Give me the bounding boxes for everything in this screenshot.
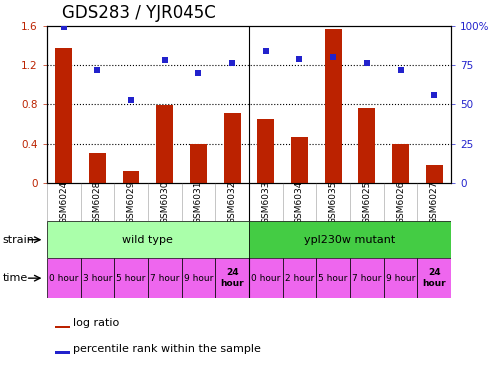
Bar: [114, 258, 148, 298]
Point: [94, 67, 102, 72]
Point: [396, 67, 404, 72]
Text: GSM6032: GSM6032: [228, 180, 237, 224]
Bar: [55, 326, 70, 328]
Bar: [181, 258, 215, 298]
Text: strain: strain: [2, 235, 35, 245]
Text: 9 hour: 9 hour: [386, 274, 415, 283]
Point: [60, 24, 68, 30]
Point: [296, 56, 304, 61]
Bar: [317, 258, 350, 298]
Bar: [426, 165, 443, 183]
Bar: [80, 258, 114, 298]
Text: wild type: wild type: [122, 235, 174, 245]
Text: GSM6028: GSM6028: [93, 180, 102, 224]
Bar: [215, 258, 249, 298]
Text: 2 hour: 2 hour: [285, 274, 314, 283]
Text: GSM6027: GSM6027: [430, 180, 439, 224]
Text: GDS283 / YJR045C: GDS283 / YJR045C: [62, 4, 215, 22]
Text: 24
hour: 24 hour: [423, 268, 446, 288]
Text: 5 hour: 5 hour: [116, 274, 146, 283]
Bar: [358, 108, 375, 183]
Text: 7 hour: 7 hour: [150, 274, 179, 283]
Bar: [190, 143, 207, 183]
Bar: [249, 221, 451, 258]
Text: GSM6031: GSM6031: [194, 180, 203, 224]
Bar: [47, 221, 249, 258]
Text: percentile rank within the sample: percentile rank within the sample: [73, 344, 261, 354]
Bar: [55, 351, 70, 354]
Bar: [89, 153, 106, 183]
Bar: [392, 143, 409, 183]
Point: [228, 60, 236, 66]
Text: GSM6035: GSM6035: [329, 180, 338, 224]
Bar: [224, 113, 241, 183]
Point: [161, 57, 169, 63]
Text: log ratio: log ratio: [73, 318, 119, 328]
Text: ypl230w mutant: ypl230w mutant: [304, 235, 396, 245]
Text: 7 hour: 7 hour: [352, 274, 382, 283]
Bar: [55, 48, 72, 183]
Bar: [249, 258, 282, 298]
Bar: [418, 258, 451, 298]
Bar: [282, 258, 317, 298]
Bar: [123, 171, 140, 183]
Point: [127, 97, 135, 102]
Text: GSM6025: GSM6025: [362, 180, 371, 224]
Text: 9 hour: 9 hour: [184, 274, 213, 283]
Text: GSM6024: GSM6024: [59, 180, 68, 224]
Bar: [47, 258, 80, 298]
Bar: [384, 258, 418, 298]
Point: [363, 60, 371, 66]
Text: 0 hour: 0 hour: [251, 274, 281, 283]
Point: [262, 48, 270, 54]
Point: [194, 70, 203, 76]
Bar: [291, 137, 308, 183]
Text: 3 hour: 3 hour: [83, 274, 112, 283]
Bar: [350, 258, 384, 298]
Text: GSM6029: GSM6029: [127, 180, 136, 224]
Bar: [148, 258, 181, 298]
Text: 5 hour: 5 hour: [318, 274, 348, 283]
Text: 0 hour: 0 hour: [49, 274, 78, 283]
Bar: [156, 105, 173, 183]
Text: 24
hour: 24 hour: [220, 268, 244, 288]
Point: [430, 92, 438, 98]
Text: GSM6033: GSM6033: [261, 180, 270, 224]
Text: GSM6026: GSM6026: [396, 180, 405, 224]
Text: GSM6030: GSM6030: [160, 180, 169, 224]
Point: [329, 54, 337, 60]
Text: GSM6034: GSM6034: [295, 180, 304, 224]
Text: time: time: [2, 273, 28, 283]
Bar: [325, 29, 342, 183]
Bar: [257, 119, 274, 183]
